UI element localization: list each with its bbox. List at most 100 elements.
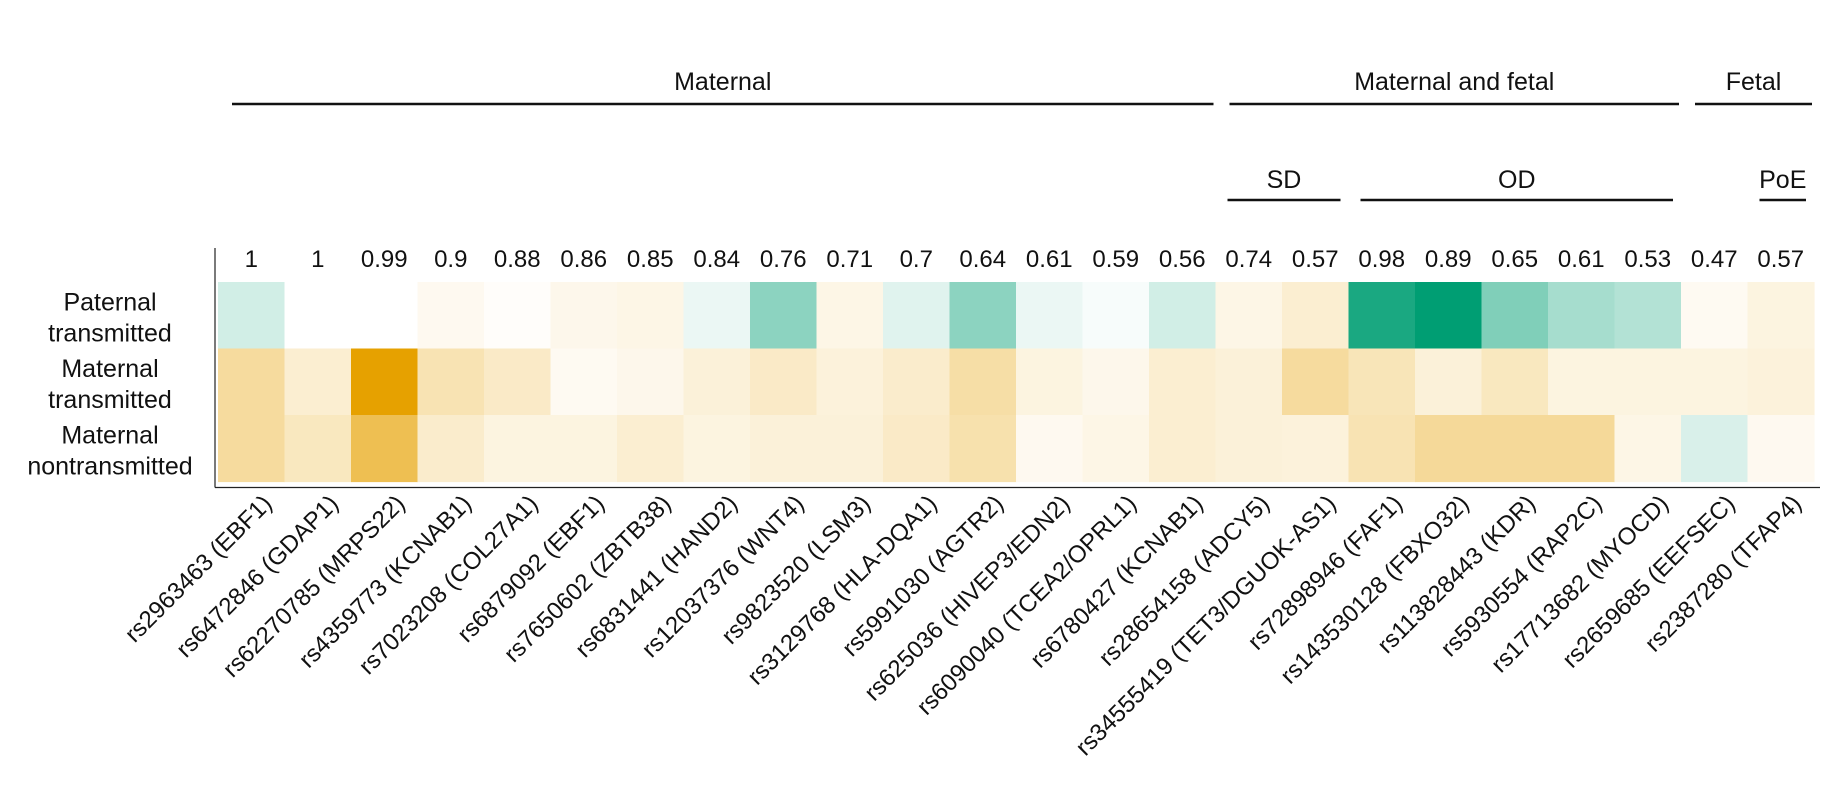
heatmap-cell (351, 415, 419, 483)
heatmap-cell (683, 282, 751, 350)
column-value-label: 0.53 (1624, 246, 1671, 273)
heatmap-cell (218, 348, 286, 416)
column-value-label: 0.88 (494, 246, 541, 273)
heatmap-cell (484, 348, 552, 416)
heatmap-cell (284, 348, 352, 416)
heatmap-cell (1548, 282, 1616, 350)
heatmap-cell (218, 282, 286, 350)
heatmap-cell (1149, 282, 1217, 350)
heatmap-cell (1681, 348, 1749, 416)
column-value-label: 0.99 (361, 246, 408, 273)
subgroup-label: PoE (1759, 166, 1806, 194)
column-value-label: 0.47 (1691, 246, 1738, 273)
heatmap-cell (484, 415, 552, 483)
column-value-label: 0.61 (1026, 246, 1073, 273)
heatmap-cell (218, 415, 286, 483)
column-value-label: 1 (311, 246, 324, 273)
heatmap-cell (816, 415, 884, 483)
column-value-label: 0.9 (434, 246, 467, 273)
group-label: Fetal (1726, 68, 1782, 96)
heatmap-cell (883, 348, 951, 416)
heatmap-cell (949, 348, 1017, 416)
column-value-label: 0.7 (900, 246, 933, 273)
heatmap-cell (617, 348, 685, 416)
column-value-label: 0.61 (1558, 246, 1605, 273)
row-label-line2: transmitted (48, 386, 172, 414)
heatmap-cell (1348, 348, 1416, 416)
heatmap-cell (1282, 415, 1350, 483)
heatmap-cell (816, 348, 884, 416)
heatmap-cell (417, 415, 485, 483)
heatmap-cell (550, 282, 618, 350)
column-value-label: 0.56 (1159, 246, 1206, 273)
column-value-label: 0.74 (1225, 246, 1272, 273)
column-value-label: 0.84 (693, 246, 740, 273)
heatmap-cell (750, 348, 818, 416)
heatmap-cell (750, 282, 818, 350)
heatmap-cell (1149, 348, 1217, 416)
subgroup-label: SD (1267, 166, 1302, 194)
column-value-label: 0.86 (560, 246, 607, 273)
column-value-label: 0.85 (627, 246, 674, 273)
column-value-label: 0.65 (1491, 246, 1538, 273)
heatmap-cell (284, 415, 352, 483)
heatmap-cell (1282, 348, 1350, 416)
heatmap-cell (816, 282, 884, 350)
heatmap-cell (1481, 282, 1549, 350)
heatmap-cell (1082, 415, 1150, 483)
heatmap-cell (1016, 282, 1084, 350)
column-value-label: 1 (245, 246, 258, 273)
heatmap-cell (883, 415, 951, 483)
heatmap-cell (1681, 415, 1749, 483)
column-value-label: 0.71 (826, 246, 873, 273)
heatmap-cell (1215, 282, 1283, 350)
heatmap-cell (1548, 348, 1616, 416)
heatmap-cell (683, 348, 751, 416)
heatmap-cell (1348, 282, 1416, 350)
heatmap-cell (1747, 348, 1815, 416)
column-value-label: 0.98 (1358, 246, 1405, 273)
group-label: Maternal and fetal (1354, 68, 1554, 96)
heatmap-cell (883, 282, 951, 350)
heatmap-cell (1481, 415, 1549, 483)
heatmap-cell (1082, 282, 1150, 350)
column-value-label: 0.76 (760, 246, 807, 273)
heatmap-cell (1614, 282, 1682, 350)
heatmap-cell (351, 282, 419, 350)
row-label-line1: Paternal (63, 288, 156, 316)
heatmap-cell (1415, 348, 1483, 416)
heatmap-cell (949, 415, 1017, 483)
heatmap-cell (1614, 348, 1682, 416)
heatmap-cell (284, 282, 352, 350)
column-value-label: 0.59 (1092, 246, 1139, 273)
heatmap-cell (550, 348, 618, 416)
heatmap-cell (1481, 348, 1549, 416)
heatmap-cell (683, 415, 751, 483)
heatmap-cell (617, 415, 685, 483)
heatmap-cell (550, 415, 618, 483)
heatmap-cell (484, 282, 552, 350)
heatmap-cell (750, 415, 818, 483)
heatmap-cell (949, 282, 1017, 350)
heatmap-cell (1082, 348, 1150, 416)
heatmap-cell (351, 348, 419, 416)
heatmap-cell (1548, 415, 1616, 483)
heatmap-cell (1681, 282, 1749, 350)
heatmap-cell (1614, 415, 1682, 483)
row-label-line2: transmitted (48, 319, 172, 347)
heatmap-cell (1348, 415, 1416, 483)
heatmap-cell (1747, 415, 1815, 483)
column-value-label: 0.89 (1425, 246, 1472, 273)
heatmap-cell (417, 348, 485, 416)
row-label-line2: nontransmitted (27, 452, 192, 480)
heatmap-cell (617, 282, 685, 350)
group-label: Maternal (674, 68, 771, 96)
heatmap-cell (1215, 415, 1283, 483)
row-label-line1: Maternal (61, 421, 158, 449)
heatmap-cell (1415, 282, 1483, 350)
heatmap-cell (1016, 415, 1084, 483)
heatmap-cell (1282, 282, 1350, 350)
subgroup-label: OD (1498, 166, 1536, 194)
